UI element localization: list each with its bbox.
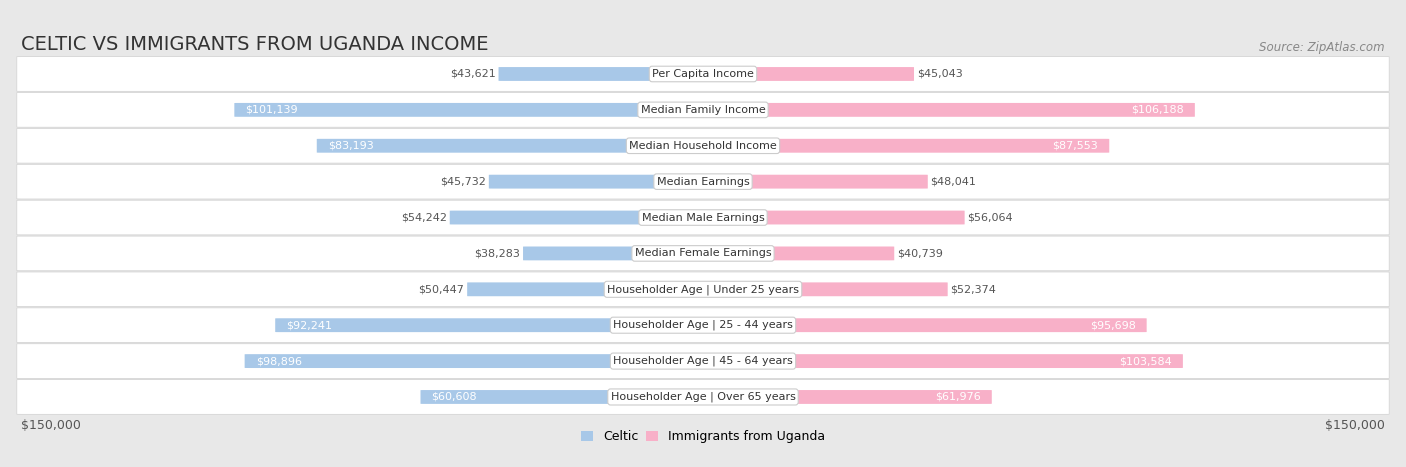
FancyBboxPatch shape — [699, 139, 1109, 153]
Text: $98,896: $98,896 — [256, 356, 302, 366]
FancyBboxPatch shape — [17, 128, 1389, 163]
FancyBboxPatch shape — [523, 247, 707, 260]
Text: $150,000: $150,000 — [1326, 418, 1385, 432]
Text: Median Household Income: Median Household Income — [628, 141, 778, 151]
Text: $106,188: $106,188 — [1130, 105, 1184, 115]
FancyBboxPatch shape — [17, 308, 1389, 342]
Text: $43,621: $43,621 — [450, 69, 496, 79]
Text: $38,283: $38,283 — [474, 248, 520, 258]
FancyBboxPatch shape — [276, 318, 707, 332]
Text: $83,193: $83,193 — [328, 141, 374, 151]
FancyBboxPatch shape — [699, 354, 1182, 368]
FancyBboxPatch shape — [17, 57, 1389, 92]
FancyBboxPatch shape — [17, 236, 1389, 271]
Text: Median Female Earnings: Median Female Earnings — [634, 248, 772, 258]
Text: Median Family Income: Median Family Income — [641, 105, 765, 115]
FancyBboxPatch shape — [499, 67, 707, 81]
Text: Median Male Earnings: Median Male Earnings — [641, 212, 765, 223]
FancyBboxPatch shape — [17, 200, 1389, 235]
FancyBboxPatch shape — [17, 380, 1389, 414]
Text: CELTIC VS IMMIGRANTS FROM UGANDA INCOME: CELTIC VS IMMIGRANTS FROM UGANDA INCOME — [21, 35, 488, 54]
Text: Per Capita Income: Per Capita Income — [652, 69, 754, 79]
Text: $45,732: $45,732 — [440, 177, 486, 187]
FancyBboxPatch shape — [699, 67, 914, 81]
Text: $101,139: $101,139 — [246, 105, 298, 115]
FancyBboxPatch shape — [699, 318, 1147, 332]
Text: $54,242: $54,242 — [401, 212, 447, 223]
FancyBboxPatch shape — [699, 211, 965, 225]
Text: Householder Age | Under 25 years: Householder Age | Under 25 years — [607, 284, 799, 295]
Text: Source: ZipAtlas.com: Source: ZipAtlas.com — [1260, 41, 1385, 54]
Text: $40,739: $40,739 — [897, 248, 943, 258]
Text: Householder Age | Over 65 years: Householder Age | Over 65 years — [610, 392, 796, 402]
Text: $45,043: $45,043 — [917, 69, 963, 79]
Text: $60,608: $60,608 — [432, 392, 477, 402]
FancyBboxPatch shape — [245, 354, 707, 368]
FancyBboxPatch shape — [699, 390, 991, 404]
FancyBboxPatch shape — [17, 92, 1389, 127]
Text: $52,374: $52,374 — [950, 284, 997, 294]
Text: $50,447: $50,447 — [419, 284, 464, 294]
FancyBboxPatch shape — [489, 175, 707, 189]
FancyBboxPatch shape — [467, 283, 707, 296]
FancyBboxPatch shape — [450, 211, 707, 225]
FancyBboxPatch shape — [420, 390, 707, 404]
Legend: Celtic, Immigrants from Uganda: Celtic, Immigrants from Uganda — [581, 430, 825, 443]
Text: $150,000: $150,000 — [21, 418, 80, 432]
Text: $61,976: $61,976 — [935, 392, 981, 402]
Text: $87,553: $87,553 — [1053, 141, 1098, 151]
FancyBboxPatch shape — [699, 283, 948, 296]
Text: $48,041: $48,041 — [931, 177, 976, 187]
FancyBboxPatch shape — [316, 139, 707, 153]
Text: Median Earnings: Median Earnings — [657, 177, 749, 187]
Text: Householder Age | 45 - 64 years: Householder Age | 45 - 64 years — [613, 356, 793, 366]
FancyBboxPatch shape — [699, 247, 894, 260]
FancyBboxPatch shape — [17, 272, 1389, 307]
Text: $92,241: $92,241 — [287, 320, 332, 330]
Text: $103,584: $103,584 — [1119, 356, 1171, 366]
Text: $56,064: $56,064 — [967, 212, 1012, 223]
FancyBboxPatch shape — [699, 175, 928, 189]
FancyBboxPatch shape — [17, 164, 1389, 199]
FancyBboxPatch shape — [235, 103, 707, 117]
Text: $95,698: $95,698 — [1090, 320, 1136, 330]
Text: Householder Age | 25 - 44 years: Householder Age | 25 - 44 years — [613, 320, 793, 331]
FancyBboxPatch shape — [699, 103, 1195, 117]
FancyBboxPatch shape — [17, 344, 1389, 378]
